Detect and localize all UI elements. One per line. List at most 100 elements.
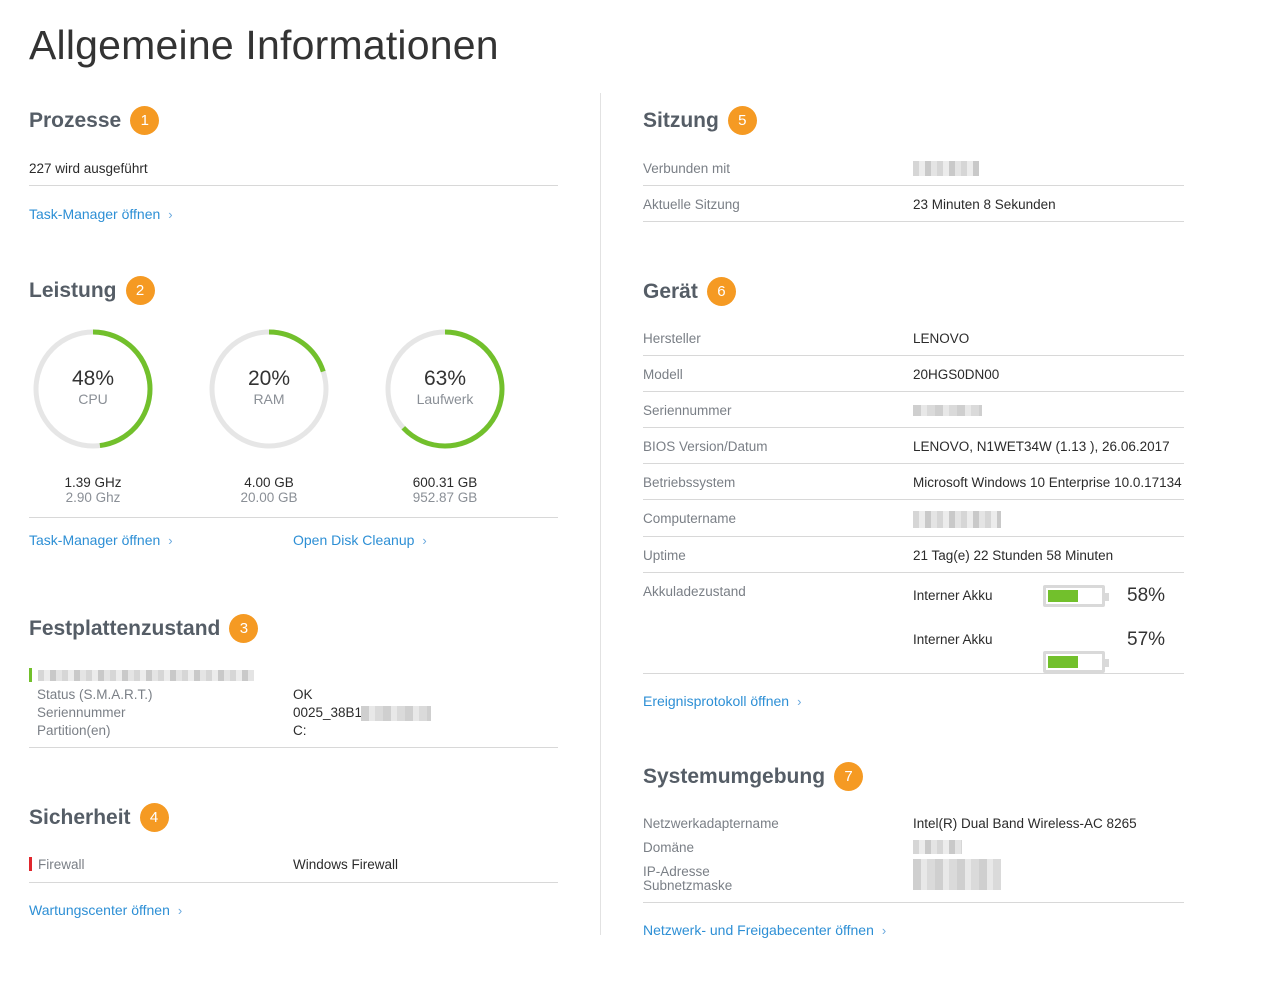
disk-status-value: OK: [293, 687, 313, 702]
security-title: Sicherheit: [29, 805, 131, 829]
uptime-label: Uptime: [643, 548, 686, 563]
processes-badge: 1: [130, 106, 160, 135]
maintenance-center-link[interactable]: Wartungscenter öffnen ›: [29, 902, 182, 918]
ram-label: RAM: [253, 391, 285, 407]
environment-header: Systemumgebung 7: [643, 762, 864, 791]
column-divider: [600, 93, 601, 935]
disk-health-header: Festplattenzustand 3: [29, 614, 259, 643]
task-manager-link[interactable]: Task-Manager öffnen ›: [29, 206, 173, 222]
device-header: Gerät 6: [643, 277, 736, 306]
network-center-link[interactable]: Netzwerk- und Freigabecenter öffnen ›: [643, 922, 886, 938]
bios-label: BIOS Version/Datum: [643, 439, 768, 454]
event-log-link-label: Ereignisprotokoll öffnen: [643, 693, 790, 709]
chevron-right-icon: ›: [168, 533, 173, 548]
disk-health-title: Festplattenzustand: [29, 616, 221, 640]
computer-name-redacted: [913, 511, 1001, 528]
disk-health-badge: 3: [229, 614, 259, 643]
firewall-status-indicator: [29, 857, 32, 871]
firewall-value: Windows Firewall: [293, 857, 399, 872]
cpu-label: CPU: [78, 391, 108, 407]
task-manager-link-2[interactable]: Task-Manager öffnen ›: [29, 532, 173, 548]
device-divider: [643, 536, 1184, 537]
battery-2-icon: [1043, 651, 1109, 673]
serial-label: Seriennummer: [643, 403, 732, 418]
disk-name-redacted: [38, 670, 254, 681]
battery-1-name: Interner Akku: [913, 588, 993, 603]
ram-gauge-ring: [209, 329, 329, 449]
device-divider: [643, 355, 1184, 356]
cpu-gauge-ring: [33, 329, 153, 449]
performance-badge: 2: [125, 276, 155, 305]
disk-serial-value: 0025_38B1: [293, 705, 363, 720]
environment-badge: 7: [834, 762, 864, 791]
chevron-right-icon: ›: [422, 533, 427, 548]
ram-gauge: 20% RAM 4.00 GB 20.00 GB: [204, 327, 334, 505]
performance-title: Leistung: [29, 278, 117, 302]
security-header: Sicherheit 4: [29, 803, 169, 832]
disk-partition-value: C:: [293, 723, 307, 738]
device-divider: [643, 572, 1184, 573]
os-label: Betriebssystem: [643, 475, 736, 490]
session-badge: 5: [727, 106, 757, 135]
ram-used: 4.00 GB: [244, 475, 294, 490]
processes-header: Prozesse 1: [29, 106, 160, 135]
disk-used: 600.31 GB: [412, 475, 478, 490]
firewall-row: Firewall: [29, 857, 85, 872]
subnet-label: Subnetzmaske: [643, 878, 733, 893]
bios-value: LENOVO, N1WET34W (1.13 ), 26.06.2017: [913, 439, 1170, 454]
serial-redacted: [913, 405, 982, 416]
device-divider: [643, 391, 1184, 392]
performance-divider: [29, 517, 558, 518]
device-badge: 6: [706, 277, 736, 306]
session-header: Sitzung 5: [643, 106, 757, 135]
session-title: Sitzung: [643, 108, 719, 132]
chevron-right-icon: ›: [168, 207, 173, 222]
page-title: Allgemeine Informationen: [29, 22, 499, 68]
session-current-value: 23 Minuten 8 Sekunden: [913, 197, 1056, 212]
cpu-max-speed: 2.90 Ghz: [65, 490, 121, 505]
adapter-value: Intel(R) Dual Band Wireless-AC 8265: [913, 816, 1137, 831]
security-badge: 4: [139, 803, 169, 832]
disk-gauge-ring: [385, 329, 505, 449]
device-title: Gerät: [643, 279, 698, 303]
firewall-label: Firewall: [38, 857, 85, 872]
task-manager-link-2-label: Task-Manager öffnen: [29, 532, 161, 548]
computer-name-label: Computername: [643, 511, 737, 526]
device-divider: [643, 427, 1184, 428]
battery-2-fill: [1048, 656, 1078, 668]
model-value: 20HGS0DN00: [913, 367, 1000, 382]
task-manager-link-label: Task-Manager öffnen: [29, 206, 161, 222]
disk-serial-label: Seriennummer: [37, 705, 126, 720]
session-divider-2: [643, 221, 1184, 222]
security-divider: [29, 882, 558, 883]
device-divider: [643, 499, 1184, 500]
chevron-right-icon: ›: [177, 903, 183, 918]
network-center-link-label: Netzwerk- und Freigabecenter öffnen: [643, 922, 874, 938]
domain-label: Domäne: [643, 840, 695, 855]
chevron-right-icon: ›: [797, 694, 802, 709]
cpu-gauge: 48% CPU 1.39 GHz 2.90 Ghz: [28, 327, 158, 505]
battery-1-tip: [1105, 593, 1109, 601]
disk-health-divider: [29, 747, 558, 748]
cpu-current-speed: 1.39 GHz: [64, 475, 122, 490]
device-divider: [643, 463, 1184, 464]
ip-subnet-redacted: [913, 859, 1001, 890]
session-connected-redacted: [913, 161, 979, 176]
disk-cleanup-link-label: Open Disk Cleanup: [293, 532, 415, 548]
session-connected-label: Verbunden mit: [643, 161, 731, 176]
disk-status-indicator: [29, 668, 32, 682]
disk-gauge: 63% Laufwerk 600.31 GB 952.87 GB: [380, 327, 510, 505]
disk-percent: 63%: [423, 367, 467, 390]
manufacturer-value: LENOVO: [913, 331, 970, 346]
session-divider-1: [643, 185, 1184, 186]
disk-cleanup-link[interactable]: Open Disk Cleanup ›: [293, 532, 427, 548]
battery-2-name: Interner Akku: [913, 632, 993, 647]
ram-percent: 20%: [247, 367, 291, 390]
battery-2-tip: [1105, 659, 1109, 667]
disk-serial-redacted: [361, 706, 431, 721]
event-log-link[interactable]: Ereignisprotokoll öffnen ›: [643, 693, 801, 709]
domain-redacted: [913, 840, 962, 854]
battery-label: Akkuladezustand: [643, 584, 746, 599]
device-divider-end: [643, 673, 1184, 674]
cpu-percent: 48%: [71, 367, 115, 390]
